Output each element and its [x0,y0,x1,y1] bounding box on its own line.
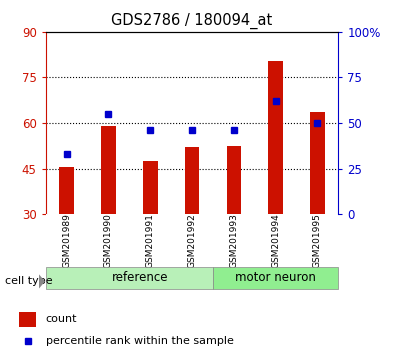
Bar [310,112,325,214]
Bar [268,61,283,214]
Bar [143,161,158,214]
Text: percentile rank within the sample: percentile rank within the sample [46,336,234,346]
Text: GSM201993: GSM201993 [229,213,238,268]
Text: GSM201989: GSM201989 [62,213,71,268]
Text: GSM201991: GSM201991 [146,213,155,268]
Bar [20,312,36,327]
Bar [226,146,241,214]
Text: GSM201992: GSM201992 [187,213,197,268]
Bar [59,167,74,214]
Title: GDS2786 / 180094_at: GDS2786 / 180094_at [111,13,273,29]
Text: GSM201994: GSM201994 [271,213,280,268]
FancyBboxPatch shape [213,267,338,289]
Text: cell type: cell type [5,276,53,286]
Text: motor neuron: motor neuron [235,271,316,284]
Text: GSM201995: GSM201995 [313,213,322,268]
FancyBboxPatch shape [46,267,213,289]
Text: GSM201990: GSM201990 [104,213,113,268]
Bar [185,147,199,214]
Text: reference: reference [111,271,168,284]
Text: count: count [46,314,77,325]
Bar [101,126,116,214]
